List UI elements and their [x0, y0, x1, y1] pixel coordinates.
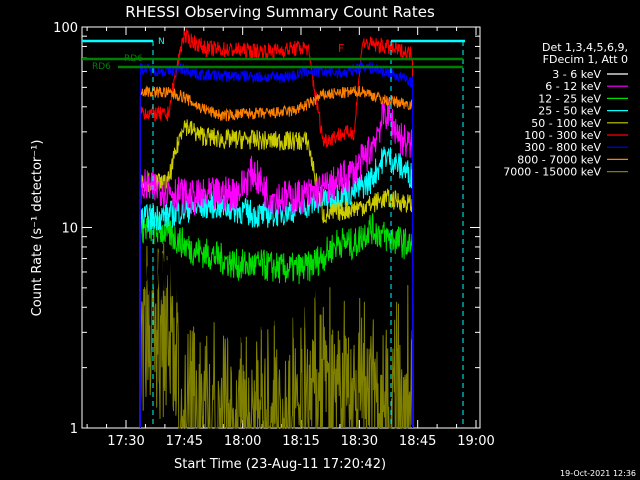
legend-entry-label: 6 - 12 keV — [545, 80, 601, 93]
x-tick-label: 18:00 — [224, 434, 261, 449]
legend-entry-label: 12 - 25 keV — [538, 92, 601, 105]
series-line — [139, 212, 414, 429]
y-tick-label: 10 — [61, 222, 78, 237]
plot-frame — [81, 26, 481, 429]
series-line — [139, 28, 414, 429]
legend-entry-label: 300 - 800 keV — [524, 141, 601, 154]
legend-entry-label: 100 - 300 keV — [524, 129, 601, 142]
y-tick-label: 1 — [70, 422, 78, 437]
y-axis-label: Count Rate (s⁻¹ detector⁻¹) — [30, 140, 45, 317]
series-line — [139, 97, 414, 429]
legend-entry-label: 25 - 50 keV — [538, 105, 601, 118]
chart-title: RHESSI Observing Summary Count Rates — [125, 3, 435, 21]
x-tick-label: 18:30 — [341, 434, 378, 449]
x-tick-label: 17:45 — [166, 434, 203, 449]
x-axis-label: Start Time (23-Aug-11 17:20:42) — [174, 457, 386, 472]
legend-header: Det 1,3,4,5,6,9, — [542, 41, 628, 54]
legend-entry-label: 3 - 6 keV — [552, 68, 601, 81]
legend-header: FDecim 1, Att 0 — [543, 53, 628, 66]
rd6-label: RD6 — [92, 62, 111, 72]
footer-timestamp: 19-Oct-2021 12:36 — [560, 469, 636, 478]
x-tick-label: 19:00 — [457, 434, 494, 449]
y-tick-label: 100 — [53, 21, 78, 36]
data-layer — [139, 28, 414, 430]
annotation-layer: RD6 RD6 N F — [82, 37, 465, 428]
x-tick-label: 18:45 — [399, 434, 436, 449]
legend-entry-label: 50 - 100 keV — [531, 117, 601, 130]
flare-marker-label: F — [338, 42, 344, 55]
x-tick-label: 17:30 — [107, 434, 144, 449]
legend: Det 1,3,4,5,6,9,FDecim 1, Att 0 3 - 6 keV… — [503, 41, 628, 179]
x-tick-label: 18:15 — [282, 434, 319, 449]
series-line — [139, 119, 414, 429]
night-marker-label: N — [158, 37, 165, 47]
series-line — [139, 85, 414, 429]
legend-entry-label: 800 - 7000 keV — [517, 153, 601, 166]
series-line — [139, 242, 414, 430]
rd6-label: RD6 — [124, 54, 143, 64]
legend-entry-label: 7000 - 15000 keV — [503, 166, 601, 179]
